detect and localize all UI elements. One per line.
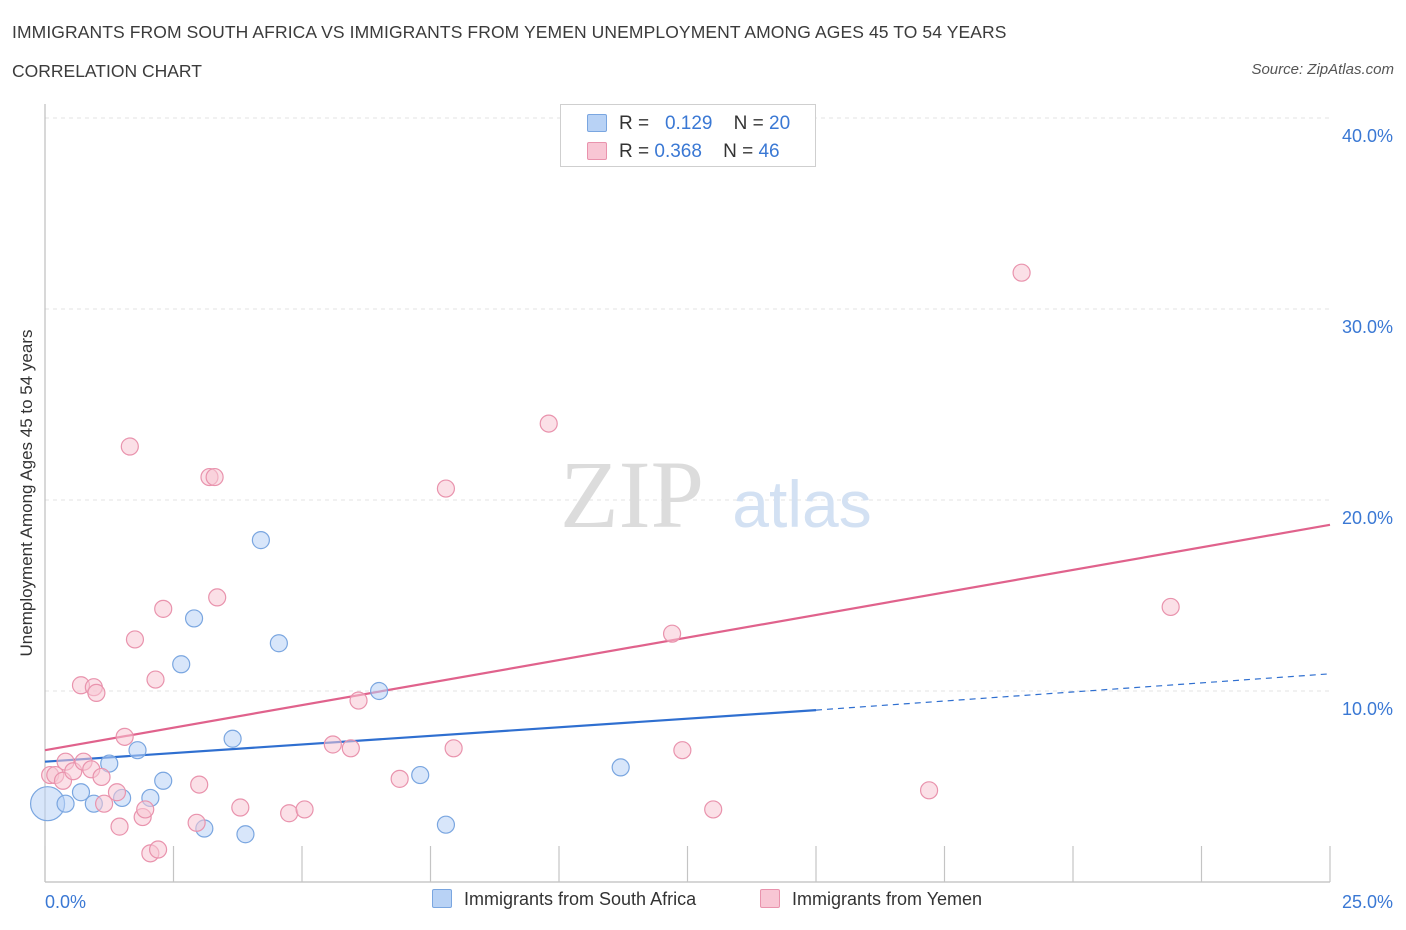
point-yemen <box>295 800 314 819</box>
grid-lines <box>45 117 1330 692</box>
point-yemen <box>1161 597 1180 617</box>
bottom-legend-swatch-south-africa <box>432 889 452 908</box>
point-yemen <box>110 817 129 836</box>
point-south-africa <box>251 531 270 550</box>
chart-title: IMMIGRANTS FROM SOUTH AFRICA VS IMMIGRAN… <box>12 22 1007 42</box>
point-yemen <box>120 437 139 456</box>
point-yemen <box>107 783 127 802</box>
point-south-africa <box>236 825 255 844</box>
bottom-legend-label-south-africa: Immigrants from South Africa <box>464 889 697 909</box>
point-south-africa <box>223 729 242 748</box>
point-south-africa <box>128 741 147 760</box>
point-south-africa <box>154 771 173 790</box>
bottom-legend-south-africa: Immigrants from South Africa <box>432 889 696 910</box>
legend-n-value-yemen: 46 <box>758 141 780 162</box>
bottom-legend-swatch-yemen <box>760 889 780 908</box>
bottom-legend-yemen: Immigrants from Yemen <box>760 889 982 910</box>
point-south-africa <box>411 765 430 785</box>
y-tick-label: 40.0% <box>1342 126 1393 146</box>
point-yemen <box>154 599 173 618</box>
point-yemen <box>919 781 939 800</box>
legend-r-value-south-africa: 0.129 <box>664 113 713 134</box>
point-south-africa <box>172 655 191 674</box>
point-south-africa <box>100 754 119 773</box>
legend-r-label: R = <box>619 141 650 162</box>
point-yemen <box>87 683 106 703</box>
point-yemen <box>539 414 558 433</box>
x-tick-label-max: 25.0% <box>1342 892 1393 912</box>
point-yemen <box>436 479 456 498</box>
watermark: ZIP atlas <box>560 441 872 548</box>
y-axis-label: Unemployment Among Ages 45 to 54 years <box>17 329 36 657</box>
watermark-zip: ZIP <box>560 441 704 548</box>
point-yemen <box>673 741 692 760</box>
data-points <box>29 263 1180 863</box>
point-yemen <box>444 739 463 758</box>
point-south-africa <box>184 609 204 628</box>
point-yemen <box>190 775 209 794</box>
point-yemen <box>349 691 368 710</box>
point-yemen <box>148 840 168 859</box>
trend-line-south-africa <box>44 709 817 763</box>
point-yemen <box>280 804 299 823</box>
trend-lines <box>44 523 1331 763</box>
axes <box>44 104 1331 883</box>
point-yemen <box>341 739 360 758</box>
correlation-legend: R = 0.129 N = 20 R = 0.368 N = 46 <box>560 104 816 167</box>
bottom-legend-label-yemen: Immigrants from Yemen <box>792 889 983 909</box>
legend-swatch-south-africa <box>587 114 607 132</box>
point-yemen <box>146 670 165 689</box>
tick-labels: 10.0% 20.0% 30.0% 40.0% 0.0% 25.0% <box>45 126 1393 912</box>
chart-subtitle: CORRELATION CHART <box>12 61 202 81</box>
trend-line-extension-south-africa <box>815 673 1331 711</box>
source-label: Source: ZipAtlas.com <box>1251 61 1394 78</box>
legend-row-yemen: R = 0.368 N = 46 <box>587 141 780 165</box>
legend-r-label: R = <box>619 113 650 134</box>
x-tick-label-min: 0.0% <box>45 892 86 912</box>
legend-r-value-yemen: 0.368 <box>654 141 702 162</box>
point-yemen <box>187 813 206 832</box>
trend-line-yemen <box>44 523 1331 752</box>
point-yemen <box>92 767 111 787</box>
legend-swatch-yemen <box>587 142 607 160</box>
legend-row-south-africa: R = 0.129 N = 20 <box>587 113 790 137</box>
point-south-africa <box>71 783 91 802</box>
point-yemen <box>390 769 409 788</box>
point-yemen <box>125 630 145 649</box>
point-yemen <box>208 588 227 607</box>
legend-n-label: N = <box>733 113 764 134</box>
point-yemen <box>205 467 224 487</box>
point-yemen <box>1012 263 1031 282</box>
y-tick-label: 30.0% <box>1342 317 1393 337</box>
point-south-africa <box>611 758 630 777</box>
point-south-africa <box>370 681 389 701</box>
point-south-africa <box>436 815 456 834</box>
watermark-atlas: atlas <box>732 467 871 541</box>
point-yemen <box>231 798 250 817</box>
point-south-africa <box>269 634 288 653</box>
point-yemen <box>323 735 342 754</box>
point-yemen <box>115 727 134 746</box>
legend-n-label: N = <box>723 141 754 162</box>
y-tick-label: 20.0% <box>1342 508 1393 528</box>
point-yemen <box>136 800 155 819</box>
legend-n-value-south-africa: 20 <box>769 113 791 134</box>
y-tick-label: 10.0% <box>1342 699 1393 719</box>
point-yemen <box>95 794 114 813</box>
point-south-africa <box>56 794 75 813</box>
point-yemen <box>704 800 723 819</box>
point-yemen <box>662 624 682 643</box>
